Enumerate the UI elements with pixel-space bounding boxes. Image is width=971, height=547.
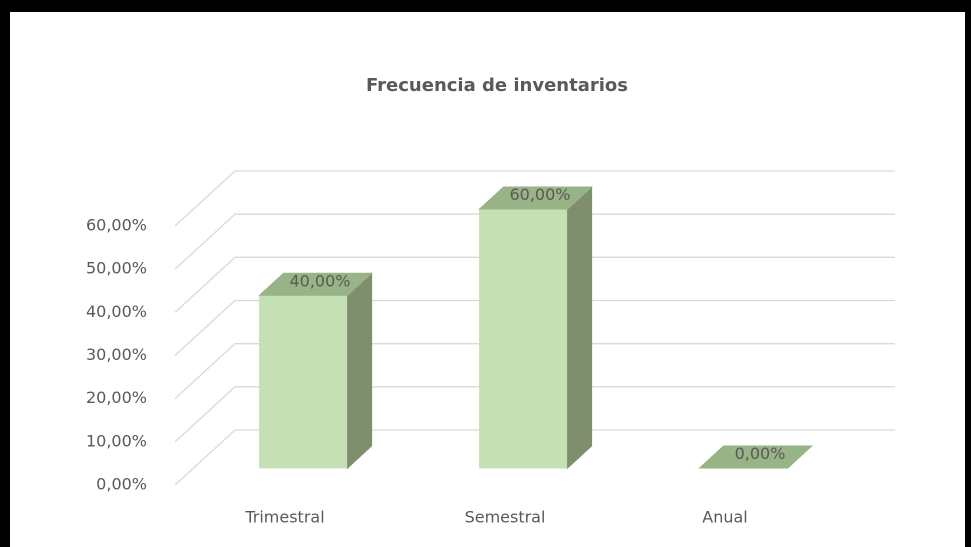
- bar: [258, 272, 373, 470]
- bar-side: [347, 272, 373, 470]
- x-tick-label: Trimestral: [244, 508, 324, 527]
- bar-side: [567, 185, 593, 470]
- bar-top: [258, 272, 373, 296]
- value-label: 0,00%: [735, 444, 786, 463]
- y-tick-label: 20,00%: [86, 388, 147, 407]
- grid-line: [174, 386, 895, 443]
- value-label: 60,00%: [509, 185, 570, 204]
- grid-line: [174, 299, 895, 356]
- bar-front: [479, 208, 569, 469]
- y-tick-label: 50,00%: [86, 259, 147, 278]
- bar-top: [478, 186, 593, 210]
- y-tick-label: 40,00%: [86, 302, 147, 321]
- y-tick-label: 30,00%: [86, 345, 147, 364]
- bar: [478, 185, 593, 470]
- grid-line: [174, 213, 895, 270]
- grid-line: [174, 256, 895, 313]
- grid-line: [174, 170, 895, 227]
- bar-front: [259, 294, 349, 469]
- x-tick-label: Semestral: [465, 508, 546, 527]
- x-tick-label: Anual: [702, 508, 747, 527]
- grid-line: [174, 343, 895, 400]
- grid-line: [174, 429, 895, 486]
- y-tick-label: 60,00%: [86, 216, 147, 235]
- y-tick-label: 0,00%: [96, 475, 147, 494]
- y-tick-label: 10,00%: [86, 431, 147, 450]
- bar-top: [698, 445, 813, 469]
- bar: [698, 445, 813, 469]
- value-label: 40,00%: [289, 271, 350, 290]
- chart-title: Frecuencia de inventarios: [366, 75, 628, 96]
